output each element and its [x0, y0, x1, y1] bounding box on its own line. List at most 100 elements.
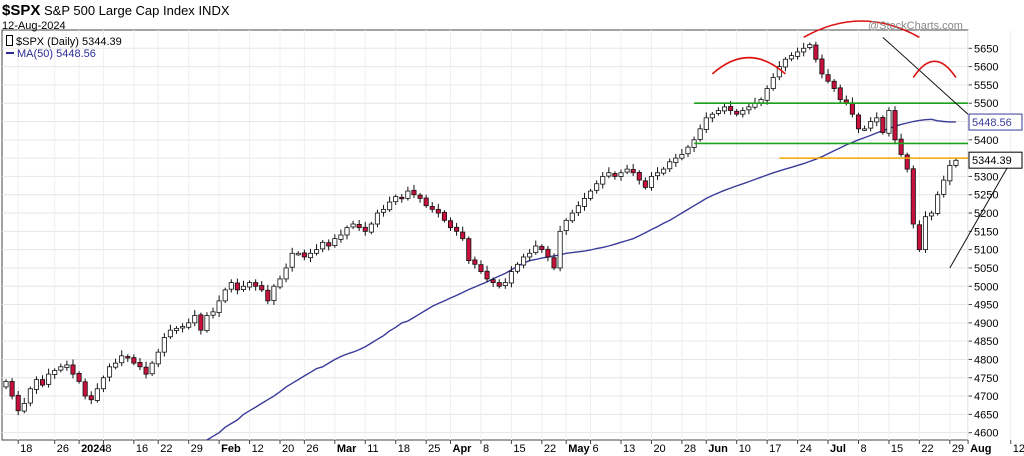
candle-body [782, 58, 788, 68]
x-tick-label: 12 [1013, 443, 1024, 455]
candle-body [862, 128, 868, 131]
x-tick-label: 8 [105, 443, 111, 455]
x-tick-label: 17 [769, 443, 781, 455]
candle-body [837, 87, 843, 100]
y-tick-label: 5200 [974, 208, 998, 220]
candle-body [21, 402, 27, 412]
candle-body [880, 117, 886, 133]
stockcharts-watermark: @StockCharts.com [868, 20, 963, 32]
candle-body [338, 234, 344, 240]
x-tick-label: 28 [684, 443, 696, 455]
candle-body [539, 245, 545, 251]
x-tick-label: Feb [221, 443, 241, 455]
candle-body [514, 263, 521, 272]
candle-body [70, 364, 76, 375]
candle-body [533, 245, 539, 253]
candle-body [259, 285, 265, 291]
candle-body [289, 252, 295, 268]
candle-body [575, 205, 581, 214]
candle-body [368, 223, 374, 233]
candle-body [33, 379, 39, 390]
x-tick-label: 22 [921, 443, 933, 455]
candle-legend-icon [6, 35, 13, 46]
x-tick-label: 8 [860, 443, 866, 455]
candle-body [441, 211, 447, 221]
candle-body [947, 165, 953, 182]
candle-body [758, 99, 764, 104]
candle-body [551, 257, 557, 269]
candle-body [125, 356, 131, 359]
y-tick-label: 4950 [974, 300, 998, 312]
chart-date: 12-Aug-2024 [2, 20, 66, 32]
candle-body [606, 172, 612, 177]
candle-body [362, 226, 368, 232]
candle-body [679, 154, 685, 159]
candle-body [332, 238, 338, 247]
candle-body [715, 110, 721, 114]
candle-body [734, 110, 740, 115]
x-tick-label: 18 [20, 443, 32, 455]
candle-body [247, 282, 253, 288]
y-tick-label: 5600 [974, 62, 998, 74]
x-tick-label: 8 [483, 443, 489, 455]
candle-body [405, 190, 411, 199]
candle-body [149, 362, 155, 375]
y-tick-label: 4750 [974, 373, 998, 385]
candle-body [88, 395, 94, 401]
x-tick-label: 22 [544, 443, 556, 455]
candle-body [941, 179, 947, 195]
candle-body [283, 267, 289, 280]
candle-body [265, 289, 271, 302]
candle-body [801, 47, 807, 53]
candle-body [100, 377, 106, 390]
candle-body [764, 88, 770, 101]
candle-body [119, 355, 125, 364]
candle-body [216, 300, 222, 314]
candle-body [253, 282, 259, 287]
candle-body [277, 278, 283, 288]
candle-body [15, 394, 21, 412]
candle-body [557, 230, 563, 269]
candle-body [186, 322, 192, 328]
candle-body [472, 259, 478, 265]
candle-body [58, 366, 64, 371]
candle-body [508, 271, 514, 284]
candle-body [380, 208, 387, 213]
candle-body [222, 289, 228, 302]
last-price-box-box [968, 151, 1023, 169]
y-tick-label: 4800 [974, 354, 998, 366]
trend-line-down [882, 36, 969, 115]
symbol-label: $SPX [2, 2, 41, 19]
candle-body [624, 168, 630, 173]
candle-body [374, 212, 380, 225]
candle-body [740, 110, 746, 115]
candle-body [198, 314, 204, 331]
candle-body [813, 44, 819, 60]
candle-body [180, 326, 186, 329]
y-tick-label: 5550 [974, 80, 998, 92]
y-tick-label: 4700 [974, 391, 998, 403]
candle-body [27, 388, 33, 404]
candle-body [9, 381, 15, 397]
plot-frame [1, 29, 969, 441]
candle-body [228, 282, 234, 290]
price-legend: $SPX (Daily) 5344.39 [6, 35, 122, 48]
candle-body [143, 366, 149, 375]
candle-body [393, 196, 399, 203]
chart-title: $SPX S&P 500 Large Cap Index INDX [2, 2, 230, 19]
candle-body [709, 113, 715, 119]
candle-body [295, 252, 301, 256]
candle-body [466, 238, 472, 262]
y-tick-label: 5050 [974, 263, 998, 275]
candle-body [673, 157, 679, 163]
candle-body [807, 44, 813, 48]
candle-body [423, 197, 429, 207]
x-tick-label: 20 [282, 443, 294, 455]
y-tick-label: 4850 [974, 336, 998, 348]
candle-body [929, 212, 935, 217]
ma-value-box-box [968, 113, 1023, 131]
x-tick-label: 26 [306, 443, 318, 455]
candle-body [155, 351, 161, 365]
candle-body [429, 206, 435, 210]
x-tick-label: 22 [160, 443, 172, 455]
